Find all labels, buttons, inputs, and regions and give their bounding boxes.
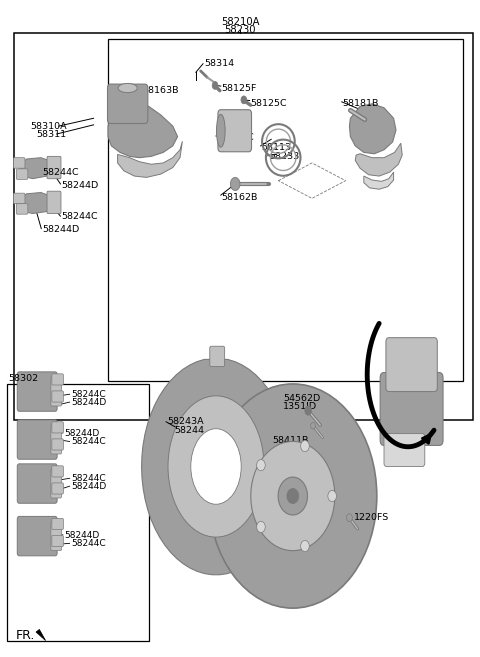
Bar: [108, 39, 463, 381]
Ellipse shape: [278, 477, 308, 515]
Ellipse shape: [168, 396, 264, 537]
Text: 58244C: 58244C: [61, 212, 98, 221]
Text: 58244C: 58244C: [71, 437, 106, 446]
Text: 58244: 58244: [174, 426, 204, 435]
Polygon shape: [36, 629, 46, 641]
FancyBboxPatch shape: [17, 516, 57, 556]
Ellipse shape: [209, 384, 377, 608]
Text: 58181B: 58181B: [343, 99, 379, 108]
FancyBboxPatch shape: [108, 84, 148, 124]
Text: 58411B: 58411B: [273, 436, 309, 445]
Text: 58244D: 58244D: [71, 397, 106, 407]
Text: FR.: FR.: [15, 629, 35, 643]
FancyBboxPatch shape: [384, 434, 425, 466]
Text: 58244C: 58244C: [71, 390, 106, 399]
Polygon shape: [19, 193, 52, 214]
Text: 58244C: 58244C: [71, 539, 106, 548]
FancyBboxPatch shape: [51, 377, 61, 406]
Text: 58243A: 58243A: [167, 417, 204, 426]
FancyBboxPatch shape: [13, 193, 25, 204]
FancyBboxPatch shape: [52, 422, 63, 433]
Text: 58244D: 58244D: [61, 181, 99, 190]
Text: 58244D: 58244D: [64, 531, 99, 540]
Circle shape: [347, 514, 352, 522]
Ellipse shape: [216, 114, 225, 147]
Ellipse shape: [191, 429, 241, 505]
Text: 58162B: 58162B: [222, 193, 258, 202]
Ellipse shape: [257, 522, 265, 533]
Polygon shape: [142, 359, 290, 575]
FancyBboxPatch shape: [16, 204, 28, 214]
FancyBboxPatch shape: [210, 346, 225, 367]
Text: 58302: 58302: [9, 374, 39, 383]
FancyBboxPatch shape: [52, 466, 63, 477]
Polygon shape: [364, 172, 394, 189]
FancyBboxPatch shape: [47, 156, 61, 179]
Bar: [14, 33, 473, 420]
FancyBboxPatch shape: [17, 372, 57, 411]
Ellipse shape: [251, 442, 335, 551]
Text: 58244C: 58244C: [71, 474, 106, 483]
Polygon shape: [118, 141, 182, 177]
Circle shape: [241, 96, 247, 104]
FancyBboxPatch shape: [17, 464, 57, 503]
FancyBboxPatch shape: [13, 158, 25, 168]
FancyBboxPatch shape: [51, 469, 61, 498]
Text: 58235C: 58235C: [217, 133, 254, 143]
Ellipse shape: [300, 541, 309, 552]
Text: 58311: 58311: [36, 130, 67, 139]
Circle shape: [305, 406, 312, 415]
Text: 1351JD: 1351JD: [283, 402, 317, 411]
Text: 58244C: 58244C: [42, 168, 79, 177]
Ellipse shape: [118, 83, 137, 93]
FancyBboxPatch shape: [52, 518, 63, 530]
FancyBboxPatch shape: [17, 420, 57, 459]
FancyBboxPatch shape: [380, 373, 443, 445]
Text: 1220FS: 1220FS: [354, 513, 389, 522]
Circle shape: [311, 422, 315, 429]
FancyBboxPatch shape: [52, 391, 63, 402]
Text: 58244D: 58244D: [71, 482, 106, 491]
Circle shape: [212, 81, 218, 89]
Text: 58244D: 58244D: [64, 429, 99, 438]
Text: 58244D: 58244D: [42, 225, 80, 234]
Text: 58233: 58233: [269, 152, 300, 161]
Polygon shape: [19, 158, 52, 179]
FancyBboxPatch shape: [52, 483, 63, 494]
FancyBboxPatch shape: [52, 439, 63, 450]
Bar: [7, 384, 149, 641]
Circle shape: [230, 177, 240, 191]
Text: 58210A: 58210A: [221, 17, 259, 28]
Text: 54562D: 54562D: [283, 394, 321, 403]
FancyBboxPatch shape: [386, 338, 437, 392]
Text: 58314: 58314: [204, 59, 234, 68]
Text: 58125F: 58125F: [222, 83, 257, 93]
FancyBboxPatch shape: [51, 522, 61, 551]
Text: 58125C: 58125C: [251, 99, 287, 108]
Ellipse shape: [300, 440, 309, 451]
FancyBboxPatch shape: [47, 191, 61, 214]
Text: 58163B: 58163B: [142, 86, 179, 95]
Text: 58310A: 58310A: [31, 122, 67, 131]
FancyBboxPatch shape: [218, 110, 252, 152]
FancyBboxPatch shape: [51, 425, 61, 454]
Ellipse shape: [257, 459, 265, 470]
Text: 58230: 58230: [224, 25, 256, 35]
FancyBboxPatch shape: [52, 374, 63, 385]
Polygon shape: [355, 143, 402, 176]
Text: 58113: 58113: [262, 143, 292, 152]
FancyBboxPatch shape: [52, 535, 63, 547]
Polygon shape: [349, 104, 396, 154]
Ellipse shape: [287, 489, 299, 503]
Ellipse shape: [328, 490, 336, 502]
FancyBboxPatch shape: [16, 169, 28, 179]
Polygon shape: [108, 102, 178, 158]
